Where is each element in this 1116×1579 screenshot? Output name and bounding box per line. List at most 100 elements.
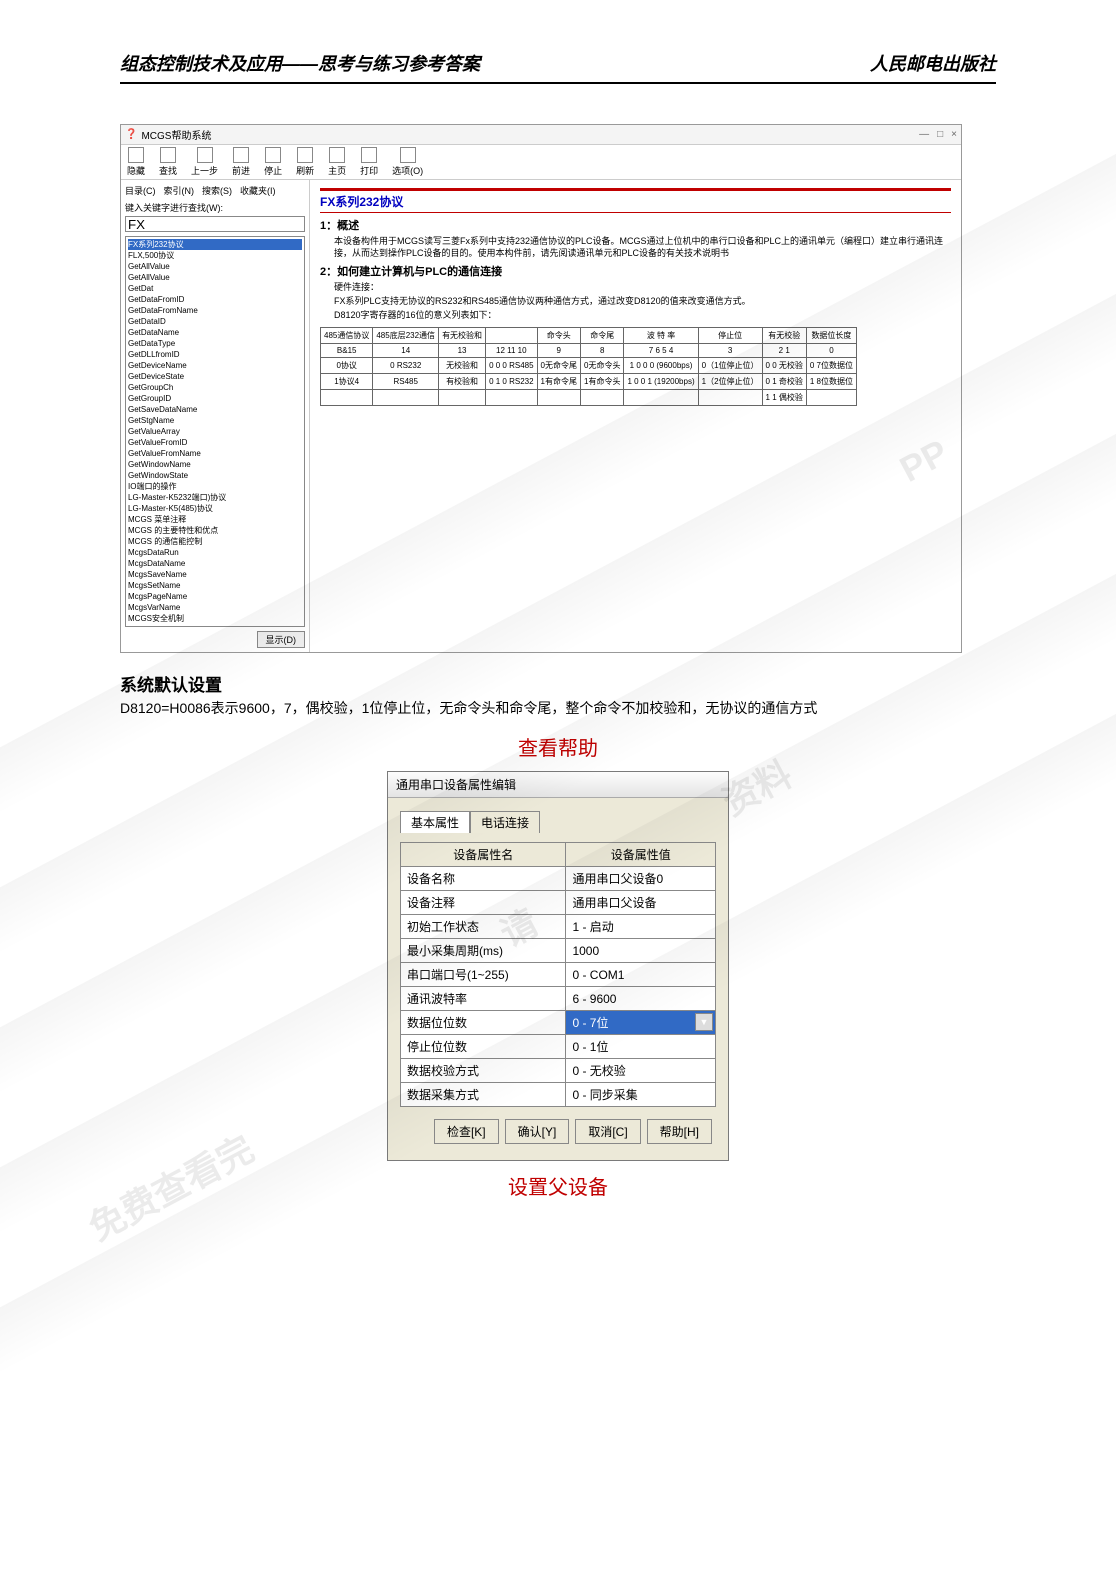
d8120-table: 485通信协议485底层232通信有无校验和命令头命令尾波 特 率停止位有无校验… (320, 327, 857, 406)
help-list-item[interactable]: GetDeviceState (128, 371, 302, 382)
prop-th-value: 设备属性值 (566, 843, 716, 867)
help-list-item[interactable]: McgsVarName (128, 602, 302, 613)
prop-value[interactable]: 通用串口父设备0 (566, 867, 716, 891)
help-list-item[interactable]: MCGS 的通信能控制 (128, 536, 302, 547)
red-label-2: 设置父设备 (120, 1171, 996, 1200)
d8120-cell: 波 特 率 (624, 328, 698, 344)
prop-name: 设备注释 (401, 891, 566, 915)
help-results-list[interactable]: FX系列232协议FLX,500协议GetAllValueGetAllValue… (125, 236, 305, 627)
help-list-item[interactable]: GetWindowState (128, 470, 302, 481)
help-list-item[interactable]: McgsSetName (128, 580, 302, 591)
help-list-item[interactable]: GetGroupCh (128, 382, 302, 393)
d8120-cell: 0 1 0 RS232 (486, 374, 537, 390)
help-list-item[interactable]: GetDataName (128, 327, 302, 338)
help-list-item[interactable]: LG-Master-K5232端口)协议 (128, 492, 302, 503)
toolbar-home-icon[interactable]: 主页 (328, 147, 346, 177)
toolbar-stop-icon[interactable]: 停止 (264, 147, 282, 177)
help-list-item[interactable]: McgsDataName (128, 558, 302, 569)
toolbar-forward-icon[interactable]: 前进 (232, 147, 250, 177)
d8120-cell: 1有命令头 (581, 374, 624, 390)
help-list-item[interactable]: GetDataFromID (128, 294, 302, 305)
help-tab[interactable]: 搜索(S) (202, 184, 232, 197)
help-list-item[interactable]: FLX,500协议 (128, 250, 302, 261)
d8120-cell: 1 8位数据位 (806, 374, 856, 390)
red-label-1: 查看帮助 (120, 732, 996, 761)
dialog-button[interactable]: 检查[K] (434, 1119, 499, 1144)
help-list-item[interactable]: McgsSaveName (128, 569, 302, 580)
prop-value[interactable]: 0 - COM1 (566, 963, 716, 987)
dialog-tab[interactable]: 电话连接 (470, 811, 540, 833)
toolbar-print-icon[interactable]: 打印 (360, 147, 378, 177)
help-list-item[interactable]: GetAllValue (128, 261, 302, 272)
notes-line2: D8120=H0086表示9600，7，偶校验，1位停止位，无命令头和命令尾，整… (120, 698, 996, 718)
help-list-item[interactable]: McgsPageName (128, 591, 302, 602)
help-search-input[interactable] (125, 216, 305, 232)
help-list-item[interactable]: GetSaveDataName (128, 404, 302, 415)
help-list-item[interactable]: GetDLLfromID (128, 349, 302, 360)
dialog-button[interactable]: 帮助[H] (647, 1119, 712, 1144)
close-button[interactable]: × (951, 129, 957, 140)
help-app-icon: ❓ (125, 129, 137, 140)
d8120-cell: 无校验和 (439, 358, 486, 374)
toolbar-back-icon[interactable]: 上一步 (191, 147, 218, 177)
toolbar-refresh-icon[interactable]: 刷新 (296, 147, 314, 177)
toolbar-label: 停止 (264, 164, 282, 177)
page-header: 组态控制技术及应用——思考与练习参考答案 人民邮电出版社 (120, 50, 996, 84)
help-list-item[interactable]: GetAllValue (128, 272, 302, 283)
help-list-item[interactable]: GetDataFromName (128, 305, 302, 316)
help-list-item[interactable]: MCGS 的主要特性和优点 (128, 525, 302, 536)
prop-value[interactable]: 0 - 同步采集 (566, 1083, 716, 1107)
help-list-item[interactable]: GetDat (128, 283, 302, 294)
d8120-cell: 3 (698, 344, 762, 358)
back-icon (197, 147, 213, 163)
prop-value[interactable]: 0 - 7位▼ (566, 1011, 716, 1035)
help-tab[interactable]: 索引(N) (164, 184, 195, 197)
prop-value[interactable]: 通用串口父设备 (566, 891, 716, 915)
prop-value[interactable]: 1000 (566, 939, 716, 963)
options-icon (400, 147, 416, 163)
help-list-item[interactable]: IO端口的操作 (128, 481, 302, 492)
help-tab[interactable]: 收藏夹(I) (240, 184, 276, 197)
dropdown-arrow-icon[interactable]: ▼ (695, 1013, 713, 1031)
d8120-cell: 0无命令尾 (537, 358, 580, 374)
prop-name: 最小采集周期(ms) (401, 939, 566, 963)
prop-value[interactable]: 0 - 1位 (566, 1035, 716, 1059)
help-list-item[interactable]: MCGS安全机制 (128, 613, 302, 624)
help-list-item[interactable]: GetDataID (128, 316, 302, 327)
prop-value[interactable]: 1 - 启动 (566, 915, 716, 939)
help-list-item[interactable]: GetStgName (128, 415, 302, 426)
d8120-cell (806, 390, 856, 406)
help-list-item[interactable]: GetValueFromName (128, 448, 302, 459)
d8120-cell (698, 390, 762, 406)
help-list-item[interactable]: McgsDataRun (128, 547, 302, 558)
dialog-tab[interactable]: 基本属性 (400, 811, 470, 833)
d8120-cell: 1 1 偶校验 (762, 390, 806, 406)
prop-name: 数据采集方式 (401, 1083, 566, 1107)
help-list-item[interactable]: MCGS 菜单注释 (128, 514, 302, 525)
d8120-cell: RS485 (373, 374, 439, 390)
help-list-item[interactable]: GetDeviceName (128, 360, 302, 371)
help-list-item[interactable]: FX系列232协议 (128, 239, 302, 250)
help-list-item[interactable]: GetDataType (128, 338, 302, 349)
prop-value[interactable]: 6 - 9600 (566, 987, 716, 1011)
help-list-item[interactable]: GetValueArray (128, 426, 302, 437)
d8120-cell: 1（2位停止位） (698, 374, 762, 390)
d8120-cell (373, 390, 439, 406)
help-list-item[interactable]: GetGroupID (128, 393, 302, 404)
dialog-button[interactable]: 取消[C] (575, 1119, 640, 1144)
help-tab[interactable]: 目录(C) (125, 184, 156, 197)
help-list-item[interactable]: GetWindowName (128, 459, 302, 470)
toolbar-search-icon[interactable]: 查找 (159, 147, 177, 177)
d8120-cell: 12 11 10 (486, 344, 537, 358)
max-button[interactable]: □ (937, 129, 943, 140)
help-show-button[interactable]: 显示(D) (257, 631, 306, 648)
min-button[interactable]: — (919, 129, 929, 140)
dialog-button[interactable]: 确认[Y] (505, 1119, 570, 1144)
help-list-item[interactable]: GetValueFromID (128, 437, 302, 448)
print-icon (361, 147, 377, 163)
help-list-item[interactable]: LG-Master-K5(485)协议 (128, 503, 302, 514)
toolbar-options-icon[interactable]: 选项(O) (392, 147, 423, 177)
prop-value[interactable]: 0 - 无校验 (566, 1059, 716, 1083)
toolbar-hide-icon[interactable]: 隐藏 (127, 147, 145, 177)
toolbar-label: 选项(O) (392, 164, 423, 177)
